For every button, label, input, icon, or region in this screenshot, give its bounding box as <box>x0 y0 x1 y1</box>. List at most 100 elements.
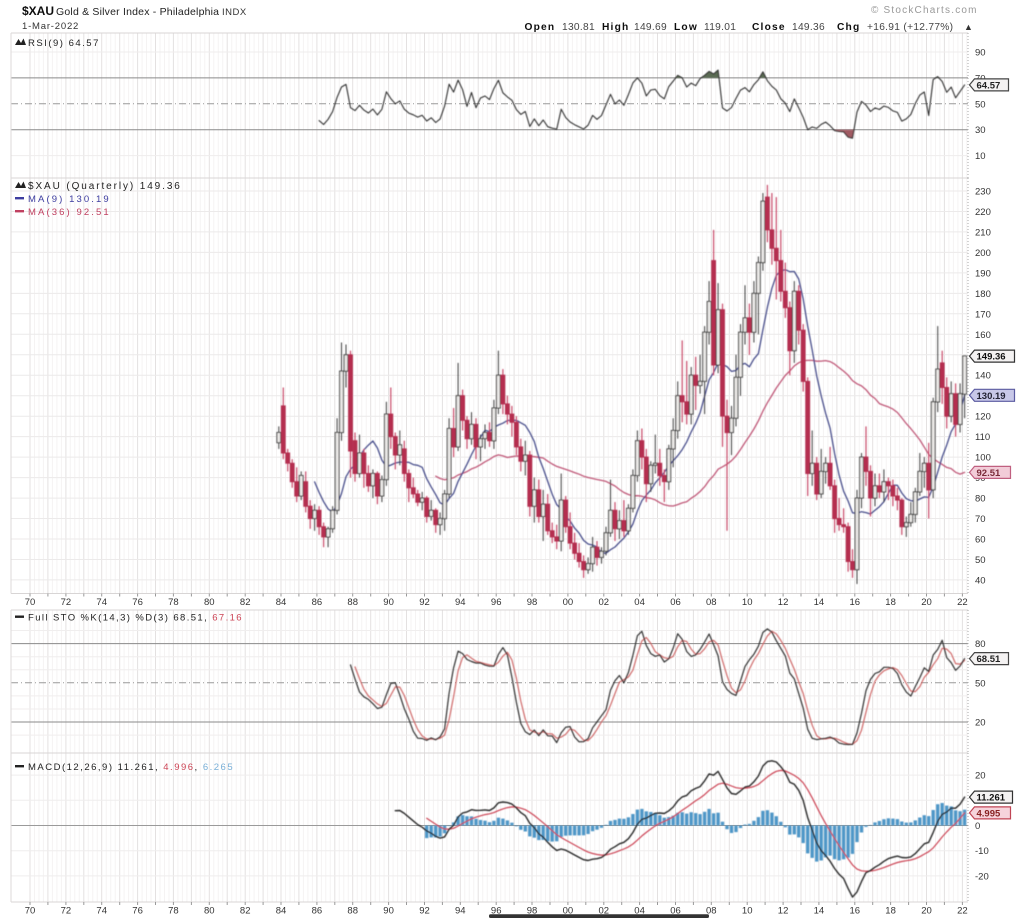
svg-text:$XAU (Quarterly) 149.36: $XAU (Quarterly) 149.36 <box>28 181 182 192</box>
svg-text:130.19: 130.19 <box>977 391 1006 402</box>
svg-text:96: 96 <box>491 597 502 608</box>
svg-text:98: 98 <box>527 906 538 917</box>
svg-text:10: 10 <box>742 597 753 608</box>
svg-text:16: 16 <box>850 597 861 608</box>
svg-text:© StockCharts.com: © StockCharts.com <box>871 5 978 16</box>
svg-text:76: 76 <box>132 597 143 608</box>
svg-text:96: 96 <box>491 906 502 917</box>
svg-text:+16.91 (+12.77%): +16.91 (+12.77%) <box>867 22 953 33</box>
svg-text:76: 76 <box>132 906 143 917</box>
svg-text:4.995: 4.995 <box>977 808 1001 819</box>
svg-text:74: 74 <box>96 597 107 608</box>
svg-text:70: 70 <box>25 597 36 608</box>
svg-text:190: 190 <box>975 268 991 279</box>
svg-text:10: 10 <box>975 151 986 162</box>
svg-text:110: 110 <box>975 432 990 443</box>
svg-text:0: 0 <box>975 821 980 832</box>
svg-text:00: 00 <box>563 906 574 917</box>
svg-text:12: 12 <box>778 906 789 917</box>
svg-text:92: 92 <box>419 597 430 608</box>
svg-text:88: 88 <box>347 597 358 608</box>
svg-text:Open: Open <box>525 22 556 33</box>
svg-text:$XAU: $XAU <box>22 4 54 18</box>
svg-text:72: 72 <box>61 906 72 917</box>
svg-text:08: 08 <box>706 597 717 608</box>
svg-text:INDX: INDX <box>222 7 247 18</box>
svg-text:92: 92 <box>419 906 430 917</box>
svg-text:04: 04 <box>634 597 645 608</box>
svg-text:14: 14 <box>814 597 825 608</box>
svg-text:50: 50 <box>975 678 986 689</box>
svg-text:12: 12 <box>778 597 789 608</box>
svg-text:Low: Low <box>674 22 698 33</box>
svg-text:86: 86 <box>312 906 323 917</box>
svg-text:18: 18 <box>885 906 896 917</box>
svg-text:94: 94 <box>455 906 466 917</box>
svg-text:06: 06 <box>670 597 681 608</box>
svg-text:86: 86 <box>312 597 323 608</box>
svg-text:200: 200 <box>975 248 991 259</box>
svg-text:20: 20 <box>921 906 932 917</box>
svg-text:70: 70 <box>975 514 986 525</box>
svg-text:78: 78 <box>168 597 179 608</box>
svg-text:Close: Close <box>752 22 786 33</box>
svg-text:20: 20 <box>975 771 986 782</box>
svg-text:70: 70 <box>25 906 36 917</box>
svg-text:140: 140 <box>975 371 991 382</box>
svg-text:06: 06 <box>670 906 681 917</box>
svg-text:Chg: Chg <box>837 22 860 33</box>
svg-text:90: 90 <box>383 597 394 608</box>
svg-text:30: 30 <box>975 125 986 136</box>
svg-text:11.261: 11.261 <box>977 793 1006 804</box>
svg-text:00: 00 <box>563 597 574 608</box>
svg-text:MACD(12,26,9) 11.261, 4.996, 6: MACD(12,26,9) 11.261, 4.996, 6.265 <box>28 762 234 773</box>
svg-text:84: 84 <box>276 906 287 917</box>
svg-text:10: 10 <box>742 906 753 917</box>
svg-text:MA(9) 130.19: MA(9) 130.19 <box>28 194 111 205</box>
svg-text:100: 100 <box>975 453 991 464</box>
svg-text:72: 72 <box>61 597 72 608</box>
svg-text:04: 04 <box>634 906 645 917</box>
svg-text:Full STO %K(14,3) %D(3) 68.51,: Full STO %K(14,3) %D(3) 68.51, 67.16 <box>28 613 243 624</box>
svg-text:90: 90 <box>975 48 986 59</box>
svg-text:16: 16 <box>850 906 861 917</box>
svg-text:60: 60 <box>975 535 986 546</box>
svg-text:160: 160 <box>975 330 991 341</box>
svg-text:80: 80 <box>204 597 215 608</box>
svg-text:84: 84 <box>276 597 287 608</box>
svg-text:82: 82 <box>240 906 251 917</box>
svg-text:RSI(9) 64.57: RSI(9) 64.57 <box>28 38 100 49</box>
svg-text:-10: -10 <box>975 846 989 857</box>
svg-text:120: 120 <box>975 412 991 423</box>
svg-text:02: 02 <box>599 597 610 608</box>
svg-text:80: 80 <box>975 639 986 650</box>
svg-text:64.57: 64.57 <box>977 80 1001 91</box>
svg-text:119.01: 119.01 <box>704 22 736 33</box>
svg-text:20: 20 <box>921 597 932 608</box>
svg-text:68.51: 68.51 <box>977 654 1001 665</box>
svg-text:90: 90 <box>383 906 394 917</box>
svg-text:130.81: 130.81 <box>562 22 595 33</box>
svg-text:74: 74 <box>96 906 107 917</box>
svg-text:08: 08 <box>706 906 717 917</box>
svg-text:149.36: 149.36 <box>792 22 825 33</box>
svg-text:-20: -20 <box>975 871 989 882</box>
svg-text:149.36: 149.36 <box>977 352 1006 363</box>
svg-text:78: 78 <box>168 906 179 917</box>
svg-text:98: 98 <box>527 597 538 608</box>
svg-text:80: 80 <box>204 906 215 917</box>
svg-text:170: 170 <box>975 309 991 320</box>
svg-text:1-Mar-2022: 1-Mar-2022 <box>22 21 79 32</box>
svg-text:149.69: 149.69 <box>634 22 667 33</box>
svg-text:220: 220 <box>975 207 991 218</box>
svg-text:20: 20 <box>975 718 986 729</box>
svg-text:14: 14 <box>814 906 825 917</box>
svg-text:88: 88 <box>347 906 358 917</box>
svg-text:50: 50 <box>975 99 986 110</box>
svg-text:94: 94 <box>455 597 466 608</box>
svg-text:MA(36) 92.51: MA(36) 92.51 <box>28 207 111 218</box>
svg-text:180: 180 <box>975 289 991 300</box>
svg-text:02: 02 <box>599 906 610 917</box>
svg-text:50: 50 <box>975 555 986 566</box>
svg-text:▲: ▲ <box>964 22 973 32</box>
